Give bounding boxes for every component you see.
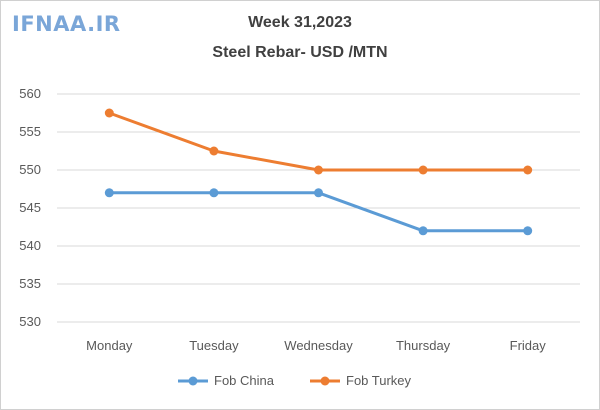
data-point <box>418 165 428 175</box>
data-point <box>523 226 533 236</box>
y-tick-label: 550 <box>19 162 41 177</box>
x-tick-label: Tuesday <box>189 338 239 353</box>
legend-swatch-marker <box>320 376 330 386</box>
chart-subtitle: Steel Rebar- USD /MTN <box>212 44 388 61</box>
legend-label: Fob China <box>214 373 275 388</box>
data-point <box>314 165 323 175</box>
y-tick-label: 540 <box>19 238 41 253</box>
legend: Fob China Fob Turkey <box>178 373 412 388</box>
x-tick-label: Thursday <box>396 338 451 353</box>
series-1 <box>104 108 533 175</box>
gridlines <box>57 93 580 323</box>
legend-item: Fob Turkey <box>310 373 412 388</box>
data-point <box>104 108 114 118</box>
legend-item: Fob China <box>178 373 275 388</box>
watermark-logo: IFNAA.IR <box>12 12 121 36</box>
x-tick-label: Friday <box>510 338 547 353</box>
data-point <box>104 188 114 198</box>
y-axis-ticks: 530 535 540 545 550 555 560 <box>19 86 41 329</box>
x-axis-ticks: Monday Tuesday Wednesday Thursday Friday <box>86 338 546 353</box>
legend-label: Fob Turkey <box>346 373 412 388</box>
chart-title: Week 31,2023 <box>248 14 352 31</box>
x-tick-label: Monday <box>86 338 133 353</box>
y-tick-label: 530 <box>19 314 41 329</box>
data-point <box>418 226 428 236</box>
x-tick-label: Wednesday <box>284 338 353 353</box>
data-point <box>209 188 219 198</box>
y-tick-label: 555 <box>19 124 41 139</box>
series-lines <box>104 108 533 236</box>
legend-swatch-marker <box>188 376 198 386</box>
series-0 <box>104 188 533 236</box>
y-tick-label: 560 <box>19 86 41 101</box>
series-line <box>109 191 528 233</box>
series-line <box>108 111 528 172</box>
data-point <box>314 188 323 198</box>
y-tick-label: 535 <box>19 276 41 291</box>
data-point <box>523 165 533 175</box>
y-tick-label: 545 <box>19 200 41 215</box>
data-point <box>209 146 219 156</box>
